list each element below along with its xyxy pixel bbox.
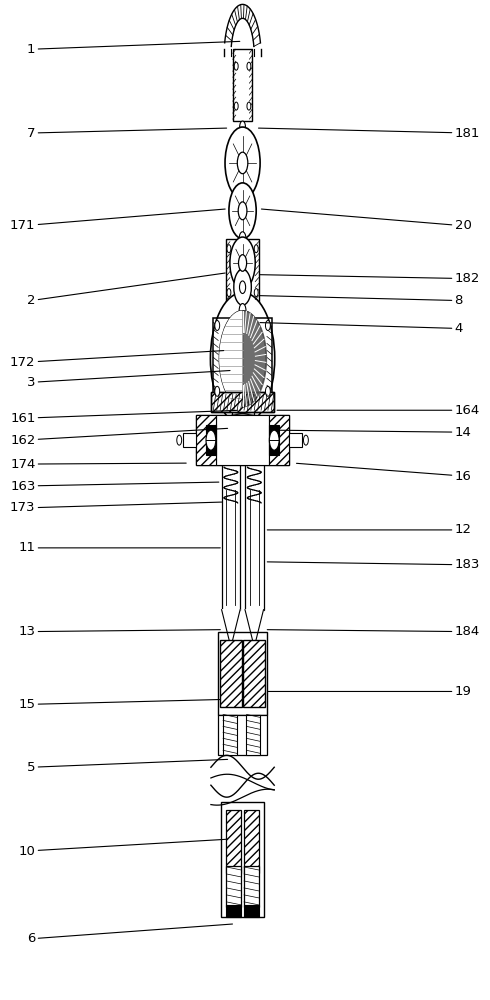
- Bar: [220, 640, 242, 707]
- Bar: [243, 640, 266, 707]
- Text: 5: 5: [27, 759, 228, 774]
- Bar: [245, 465, 264, 610]
- Bar: [223, 715, 237, 755]
- Bar: [289, 433, 302, 447]
- Circle shape: [219, 311, 266, 406]
- Circle shape: [227, 289, 231, 297]
- Text: 2: 2: [27, 273, 225, 307]
- Text: 4: 4: [260, 322, 463, 335]
- Circle shape: [303, 435, 308, 445]
- Text: 13: 13: [19, 625, 221, 638]
- Text: 20: 20: [261, 209, 471, 232]
- Circle shape: [230, 729, 236, 741]
- Text: 172: 172: [10, 351, 224, 369]
- Circle shape: [266, 386, 270, 396]
- Text: 15: 15: [19, 698, 221, 711]
- Text: 184: 184: [267, 625, 480, 638]
- Text: 19: 19: [268, 685, 471, 698]
- Circle shape: [210, 293, 275, 424]
- Circle shape: [177, 435, 182, 445]
- Text: 1: 1: [27, 41, 240, 56]
- Circle shape: [227, 245, 231, 253]
- Circle shape: [254, 245, 258, 253]
- Text: 6: 6: [27, 924, 232, 945]
- Text: 7: 7: [27, 127, 227, 140]
- Bar: [226, 866, 241, 907]
- Polygon shape: [245, 610, 264, 640]
- Bar: [270, 415, 289, 465]
- Bar: [226, 239, 259, 303]
- Text: 162: 162: [10, 428, 228, 447]
- Circle shape: [238, 202, 247, 220]
- Circle shape: [247, 102, 251, 110]
- Bar: [183, 433, 196, 447]
- Polygon shape: [221, 610, 240, 640]
- Circle shape: [215, 386, 220, 396]
- Text: 3: 3: [27, 371, 230, 389]
- Circle shape: [254, 289, 258, 297]
- Text: 164: 164: [277, 404, 480, 417]
- Circle shape: [206, 430, 216, 450]
- Circle shape: [239, 304, 246, 318]
- Text: 11: 11: [19, 541, 221, 554]
- Bar: [218, 632, 268, 715]
- Text: 183: 183: [267, 558, 480, 571]
- Bar: [226, 905, 241, 917]
- Circle shape: [230, 237, 255, 289]
- Text: 182: 182: [260, 272, 480, 285]
- Bar: [233, 49, 252, 121]
- Bar: [206, 425, 216, 455]
- Text: 8: 8: [260, 294, 463, 307]
- Circle shape: [234, 102, 238, 110]
- Polygon shape: [219, 311, 243, 406]
- Circle shape: [239, 232, 246, 246]
- Text: 173: 173: [10, 501, 222, 514]
- Bar: [220, 802, 265, 917]
- Bar: [244, 810, 259, 873]
- Bar: [213, 318, 272, 399]
- Text: 174: 174: [10, 458, 186, 471]
- Circle shape: [266, 321, 270, 330]
- Text: 16: 16: [296, 463, 471, 483]
- Circle shape: [234, 269, 251, 305]
- Bar: [196, 415, 289, 465]
- Text: 163: 163: [10, 480, 219, 493]
- Circle shape: [270, 430, 279, 450]
- Bar: [218, 715, 268, 755]
- Circle shape: [229, 183, 256, 239]
- Circle shape: [240, 121, 245, 133]
- Circle shape: [234, 62, 238, 70]
- Circle shape: [238, 314, 247, 331]
- Text: 14: 14: [277, 426, 471, 439]
- Bar: [244, 866, 259, 907]
- Bar: [196, 415, 216, 465]
- Circle shape: [240, 281, 245, 294]
- Text: 171: 171: [10, 209, 225, 232]
- Text: 10: 10: [19, 839, 228, 858]
- Circle shape: [225, 127, 260, 199]
- Bar: [246, 715, 260, 755]
- Text: 12: 12: [267, 523, 471, 536]
- Text: 161: 161: [10, 410, 237, 425]
- Bar: [211, 392, 274, 412]
- Circle shape: [215, 321, 220, 330]
- Circle shape: [247, 62, 251, 70]
- Bar: [226, 810, 241, 873]
- Text: 181: 181: [259, 127, 480, 140]
- Bar: [221, 465, 240, 610]
- Bar: [244, 905, 259, 917]
- Circle shape: [237, 152, 248, 174]
- Circle shape: [239, 255, 246, 271]
- Bar: [211, 392, 274, 412]
- Bar: [216, 415, 270, 465]
- Bar: [270, 425, 279, 455]
- Circle shape: [249, 729, 255, 741]
